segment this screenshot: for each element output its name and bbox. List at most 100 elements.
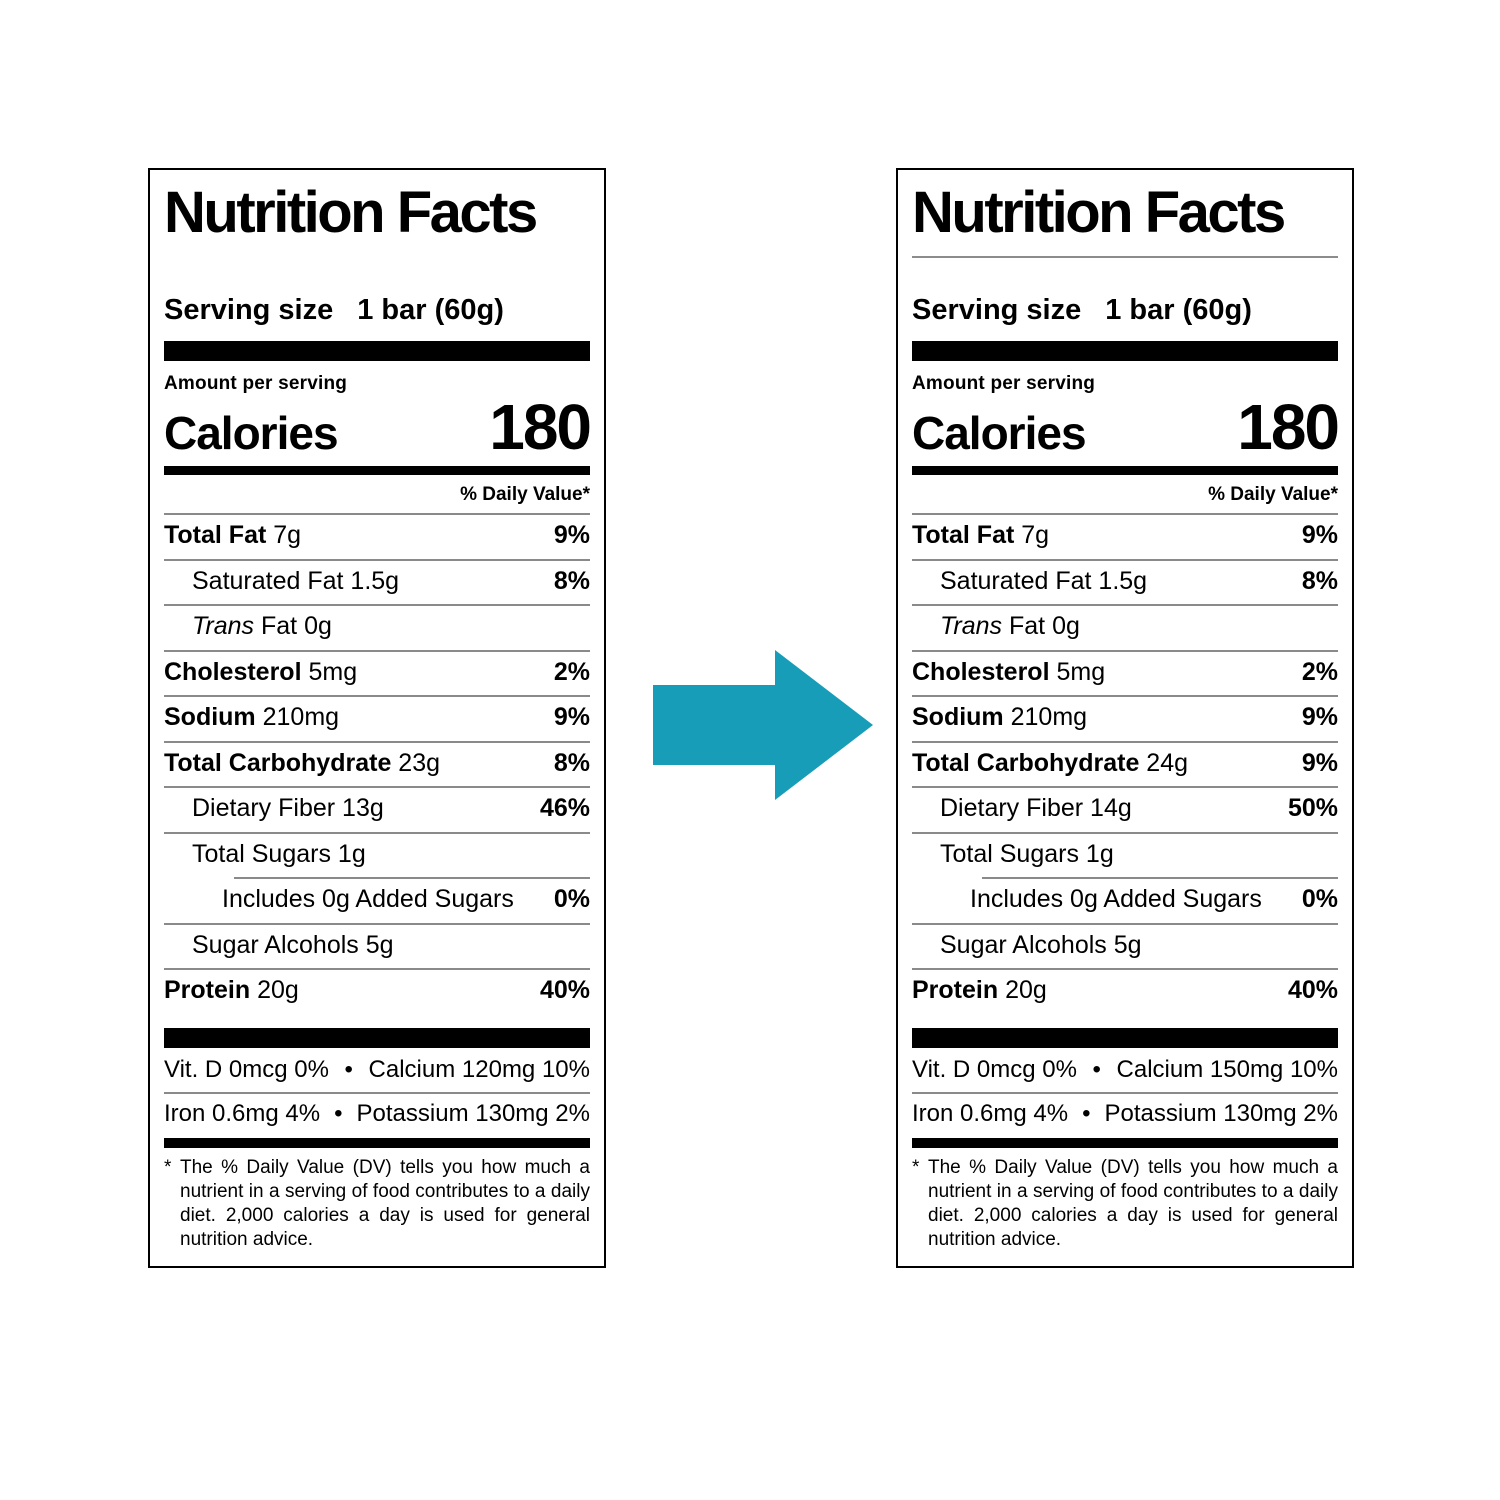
nutrient-name: Saturated Fat 1.5g: [940, 566, 1148, 595]
footnote: * The % Daily Value (DV) tells you how m…: [912, 1156, 1338, 1252]
nutrient-name: Cholesterol 5mg: [912, 657, 1106, 686]
nutrition-label-after: Nutrition Facts Serving size 1 bar (60g)…: [896, 168, 1354, 1268]
nutrient-name: Total Carbohydrate 24g: [912, 748, 1189, 777]
nutrient-row: Total Sugars 1g: [912, 831, 1338, 878]
micronutrient-right: Potassium 130mg 2%: [1104, 1099, 1338, 1127]
nutrient-row: Includes 0g Added Sugars 0%: [164, 877, 590, 923]
nutrient-name: Saturated Fat 1.5g: [192, 566, 400, 595]
nutrient-name: Sugar Alcohols 5g: [940, 930, 1142, 959]
daily-value-percent: 46%: [539, 794, 590, 822]
daily-value-percent: 40%: [539, 976, 590, 1004]
daily-value-percent: 2%: [1301, 657, 1338, 686]
bottom-divider-bar: [912, 1138, 1338, 1149]
nutrient-row: Total Fat 7g 9%: [912, 513, 1338, 559]
nutrient-row: Sugar Alcohols 5g: [912, 922, 1338, 969]
change-arrow-shape: [653, 650, 873, 800]
daily-value-percent: 40%: [1287, 976, 1338, 1004]
bottom-divider-bar: [164, 1138, 590, 1149]
nutrient-name: Protein 20g: [912, 976, 1047, 1004]
calories-row: Calories 180: [912, 391, 1340, 463]
serving-size-label: Serving size: [912, 294, 1082, 326]
nutrient-row: Saturated Fat 1.5g 8%: [912, 558, 1338, 605]
daily-value-percent: 8%: [553, 566, 590, 595]
label-title: Nutrition Facts: [164, 180, 538, 245]
nutrient-name: Total Fat 7g: [912, 521, 1050, 549]
calories-label: Calories: [912, 407, 1087, 459]
nutrient-name: Trans Fat 0g: [192, 612, 332, 640]
micronutrient-rows: Vit. D 0mcg 0% • Calcium 150mg 10% Iron 0.6…: [912, 1048, 1338, 1137]
footnote: * The % Daily Value (DV) tells you how m…: [164, 1156, 590, 1252]
nutrient-rows: Total Fat 7g 9% Saturated Fat 1.5g 8% Trans …: [912, 513, 1338, 1014]
nutrient-name: Sodium 210mg: [164, 703, 340, 731]
nutrient-name: Sodium 210mg: [912, 703, 1088, 731]
daily-value-percent: 9%: [1301, 703, 1338, 731]
footnote-marker: *: [912, 1157, 920, 1179]
amount-per-serving-label: Amount per serving: [912, 373, 1096, 394]
daily-value-percent: 8%: [553, 748, 590, 777]
daily-value-percent: 0%: [1301, 885, 1338, 913]
title-rule: [912, 256, 1338, 258]
nutrient-name: Total Fat 7g: [164, 521, 302, 549]
serving-size-value: 1 bar (60g): [1105, 294, 1252, 326]
bullet-separator: •: [334, 1099, 343, 1127]
nutrition-label-before: Nutrition Facts Serving size 1 bar (60g)…: [148, 168, 606, 1268]
nutrient-name: Dietary Fiber 14g: [940, 794, 1132, 822]
bullet-separator: •: [1082, 1099, 1091, 1127]
footnote-text: The % Daily Value (DV) tells you how muc…: [180, 1157, 590, 1250]
nutrient-row: Sugar Alcohols 5g: [164, 922, 590, 969]
bullet-separator: •: [344, 1055, 353, 1083]
nutrient-name: Total Carbohydrate 23g: [164, 748, 441, 777]
change-arrow-icon: [653, 650, 873, 800]
nutrient-name: Total Sugars 1g: [192, 839, 366, 868]
calories-label: Calories: [164, 407, 339, 459]
serving-size-row: Serving size 1 bar (60g): [912, 294, 1338, 327]
serving-size-label: Serving size: [164, 294, 334, 326]
micronutrient-right: Potassium 130mg 2%: [356, 1099, 590, 1127]
nutrient-name: Includes 0g Added Sugars: [222, 885, 514, 913]
nutrient-row: Cholesterol 5mg 2%: [164, 649, 590, 696]
nutrient-row: Protein 20g 40%: [164, 968, 590, 1014]
nutrient-row: Dietary Fiber 13g 46%: [164, 786, 590, 832]
micronutrient-right: Calcium 120mg 10%: [368, 1055, 590, 1083]
daily-value-percent: 9%: [1301, 748, 1338, 777]
calories-row: Calories 180: [164, 391, 592, 463]
micronutrient-left: Vit. D 0mcg 0%: [912, 1055, 1077, 1083]
micronutrient-row: Iron 0.6mg 4% • Potassium 130mg 2%: [164, 1091, 590, 1136]
micronutrient-row: Iron 0.6mg 4% • Potassium 130mg 2%: [912, 1091, 1338, 1136]
micronutrient-right: Calcium 150mg 10%: [1116, 1055, 1338, 1083]
thick-divider-bar: [912, 1027, 1338, 1048]
nutrient-name: Trans Fat 0g: [940, 612, 1080, 640]
micronutrient-rows: Vit. D 0mcg 0% • Calcium 120mg 10% Iron 0.6…: [164, 1048, 590, 1137]
nutrient-name: Cholesterol 5mg: [164, 657, 358, 686]
micronutrient-left: Iron 0.6mg 4%: [164, 1099, 321, 1127]
nutrient-row: Sodium 210mg 9%: [912, 695, 1338, 741]
thick-divider-bar: [912, 341, 1338, 361]
daily-value-percent: 2%: [553, 657, 590, 686]
daily-value-percent: 9%: [553, 521, 590, 549]
nutrient-row: Total Sugars 1g: [164, 831, 590, 878]
bullet-separator: •: [1092, 1055, 1101, 1083]
daily-value-percent: 50%: [1287, 794, 1338, 822]
daily-value-header: % Daily Value*: [460, 484, 590, 505]
micronutrient-row: Vit. D 0mcg 0% • Calcium 120mg 10%: [164, 1048, 590, 1092]
nutrient-row: Total Carbohydrate 24g 9%: [912, 740, 1338, 787]
serving-size-row: Serving size 1 bar (60g): [164, 294, 590, 327]
footnote-marker: *: [164, 1157, 172, 1179]
calories-value: 180: [489, 391, 592, 463]
daily-value-percent: 9%: [553, 703, 590, 731]
daily-value-percent: 8%: [1301, 566, 1338, 595]
micronutrient-row: Vit. D 0mcg 0% • Calcium 150mg 10%: [912, 1048, 1338, 1092]
calories-value: 180: [1237, 391, 1340, 463]
nutrient-row: Total Carbohydrate 23g 8%: [164, 740, 590, 787]
nutrient-name: Includes 0g Added Sugars: [970, 885, 1262, 913]
nutrient-row: Protein 20g 40%: [912, 968, 1338, 1014]
daily-value-header: % Daily Value*: [1208, 484, 1338, 505]
nutrient-row: Trans Fat 0g: [912, 604, 1338, 650]
thick-divider-bar: [164, 341, 590, 361]
medium-divider-bar: [164, 466, 590, 475]
daily-value-percent: 0%: [553, 885, 590, 913]
nutrient-row: Trans Fat 0g: [164, 604, 590, 650]
nutrient-name: Sugar Alcohols 5g: [192, 930, 394, 959]
thick-divider-bar: [164, 1027, 590, 1048]
